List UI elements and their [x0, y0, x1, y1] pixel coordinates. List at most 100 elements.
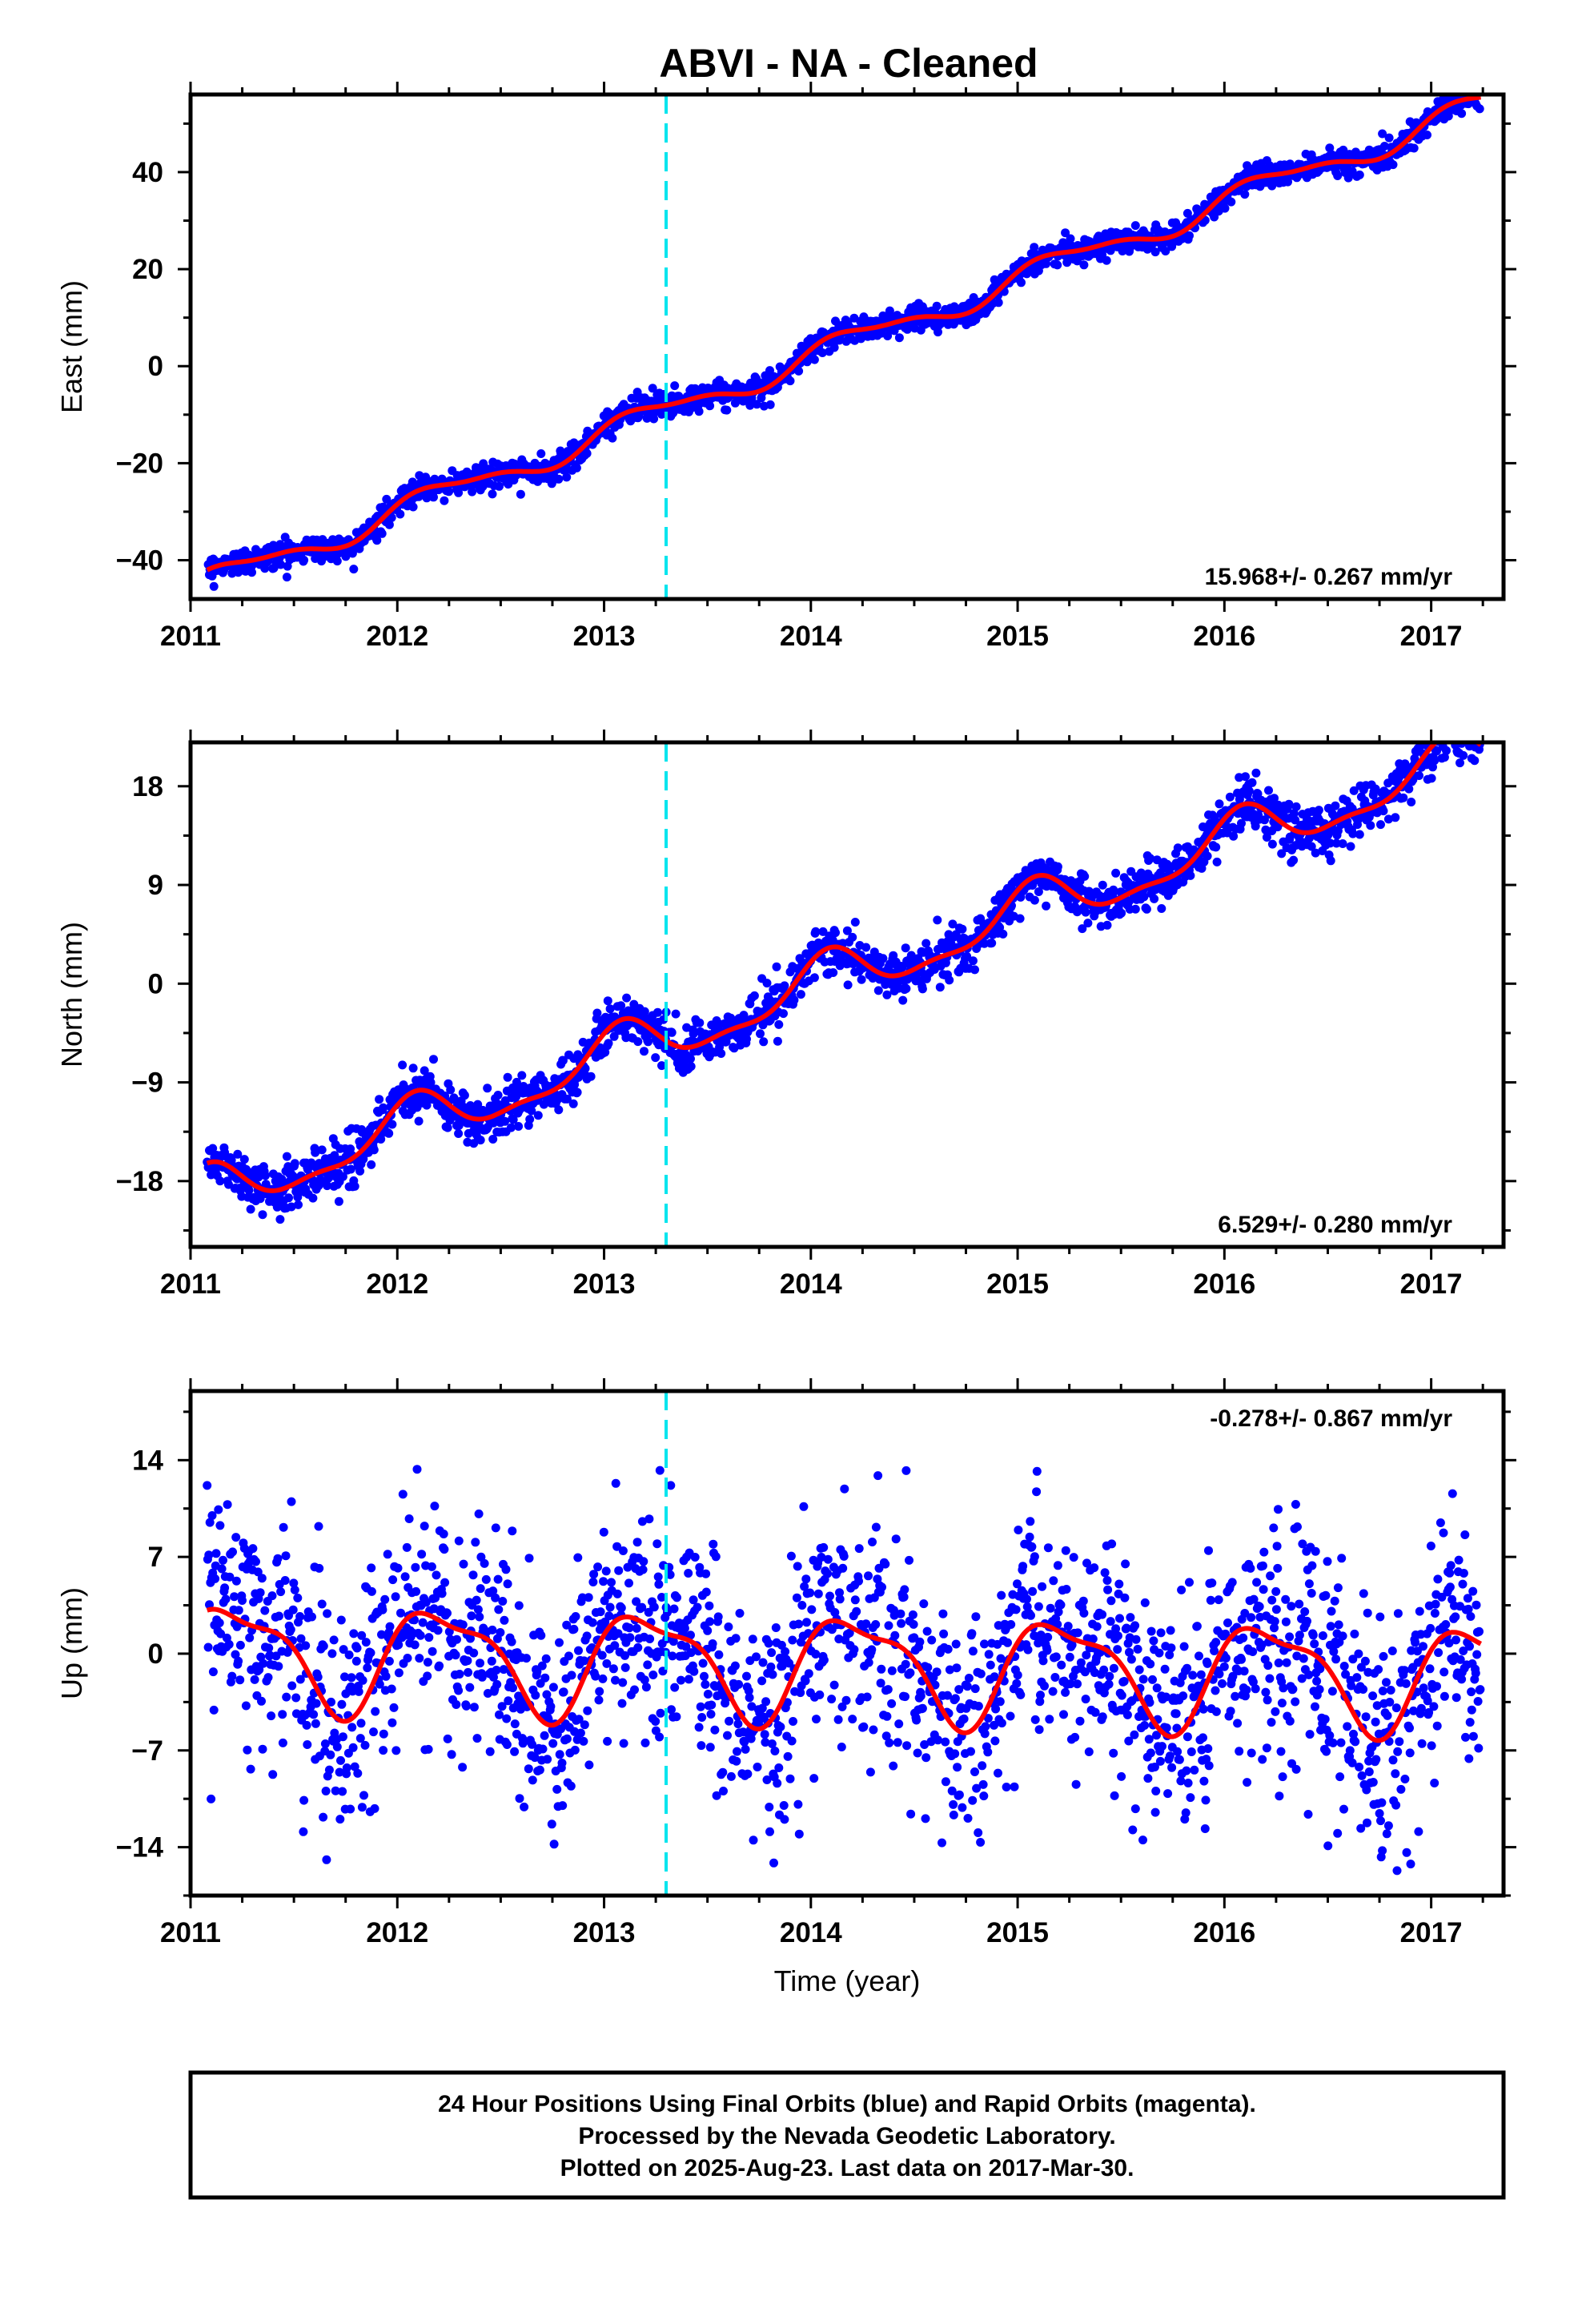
data-point: [243, 1745, 252, 1755]
data-point: [352, 1643, 362, 1653]
data-point: [583, 1706, 592, 1715]
data-point: [444, 487, 454, 497]
data-point: [257, 1574, 267, 1583]
data-point: [338, 1787, 347, 1796]
data-point: [649, 1602, 659, 1612]
data-point: [502, 1714, 512, 1723]
data-point: [934, 328, 942, 337]
data-point: [536, 1630, 546, 1640]
x-tick-label: 2013: [573, 1269, 636, 1300]
data-point: [498, 1597, 508, 1606]
data-point: [935, 983, 945, 992]
data-point: [649, 414, 659, 424]
data-point: [762, 979, 772, 988]
data-point: [267, 1591, 277, 1601]
data-point: [1331, 838, 1341, 848]
data-point: [1431, 722, 1440, 731]
data-point: [239, 1155, 249, 1164]
data-point: [598, 1674, 608, 1683]
data-point: [462, 1701, 471, 1711]
data-point: [502, 1740, 512, 1749]
data-point: [618, 1546, 628, 1555]
data-point: [562, 1094, 572, 1104]
data-point: [733, 1719, 743, 1729]
data-point: [465, 1683, 475, 1692]
data-point: [752, 1652, 761, 1662]
data-point: [651, 1717, 661, 1726]
data-point: [557, 1759, 567, 1767]
data-point: [233, 1149, 243, 1159]
data-point: [722, 405, 732, 415]
data-point: [217, 1564, 227, 1574]
data-point: [700, 1671, 709, 1681]
x-tick-label: 2013: [573, 621, 636, 652]
data-point: [309, 1710, 319, 1719]
data-point: [701, 1587, 711, 1597]
data-point: [268, 1770, 278, 1779]
data-point: [717, 1049, 726, 1058]
data-point: [748, 1634, 757, 1644]
data-point: [346, 1164, 355, 1174]
x-tick-label: 2011: [160, 1269, 221, 1300]
data-point: [360, 1740, 370, 1750]
data-point: [705, 401, 715, 411]
data-point: [295, 1675, 305, 1684]
data-point: [332, 557, 342, 566]
data-point: [433, 1626, 443, 1635]
data-point: [336, 1615, 346, 1625]
data-point: [632, 1623, 641, 1633]
data-point: [356, 1719, 366, 1728]
data-point: [235, 1675, 245, 1685]
data-point: [580, 1063, 590, 1073]
data-point: [510, 1747, 520, 1756]
data-point: [640, 1047, 648, 1056]
data-point: [1435, 715, 1444, 724]
data-point: [1456, 758, 1464, 768]
data-point: [742, 1035, 751, 1043]
model-curve: [206, 94, 1481, 573]
data-point: [873, 986, 883, 995]
data-point: [644, 1037, 652, 1047]
data-point: [709, 1539, 718, 1549]
data-point: [1391, 813, 1400, 822]
x-tick-label: 2016: [1193, 1269, 1255, 1300]
data-point: [384, 1128, 394, 1138]
data-point: [408, 502, 418, 512]
data-point: [684, 1675, 693, 1684]
data-point: [370, 1803, 379, 1813]
data-point: [264, 1643, 274, 1653]
data-point: [443, 1734, 452, 1743]
data-point: [1117, 908, 1126, 918]
data-point: [231, 1576, 241, 1586]
data-point: [742, 1671, 751, 1681]
data-point: [633, 1037, 643, 1047]
data-point: [227, 1156, 236, 1165]
data-point: [332, 1742, 342, 1751]
data-point: [493, 1574, 503, 1584]
data-point: [656, 1708, 665, 1718]
data-point: [402, 1542, 412, 1552]
y-tick-label: −40: [116, 545, 163, 577]
data-point: [670, 381, 680, 391]
data-point: [1185, 231, 1194, 240]
data-point: [394, 1668, 404, 1678]
data-point: [655, 1466, 665, 1475]
data-point: [1211, 842, 1221, 852]
data-point: [273, 1554, 283, 1563]
data-point: [694, 1723, 704, 1732]
data-point: [459, 1559, 468, 1569]
data-point: [1066, 234, 1075, 243]
data-point: [706, 1710, 716, 1719]
data-point: [437, 1589, 447, 1598]
data-point: [331, 1786, 340, 1795]
data-point: [241, 1701, 251, 1711]
data-point: [468, 487, 477, 497]
data-point: [411, 1562, 420, 1572]
data-point: [569, 1624, 579, 1634]
data-point: [423, 1671, 432, 1681]
data-point: [1379, 806, 1388, 816]
data-point: [612, 1589, 622, 1598]
data-point: [1463, 733, 1472, 742]
data-point: [311, 1148, 320, 1157]
data-point: [443, 1123, 452, 1132]
